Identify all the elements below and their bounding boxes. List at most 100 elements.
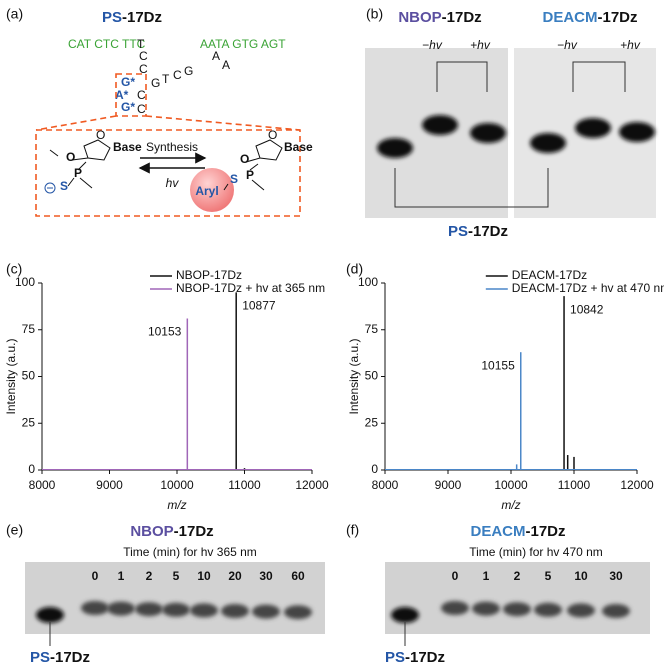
x-tick-label: 8000 bbox=[372, 478, 399, 492]
x-axis-label: m/z bbox=[167, 498, 186, 512]
gel-band bbox=[472, 601, 500, 616]
lane-label: 10 bbox=[197, 569, 211, 583]
title-prefix: NBOP bbox=[130, 523, 173, 540]
peak-label: 10153 bbox=[148, 325, 182, 339]
legend-entry: DEACM-17Dz + hv at 470 nm bbox=[512, 281, 664, 295]
x-tick-label: 10000 bbox=[494, 478, 528, 492]
lane-label: +hv bbox=[620, 38, 641, 52]
atom: P bbox=[74, 166, 82, 180]
gel-band bbox=[135, 602, 163, 617]
title-prefix: DEACM bbox=[470, 523, 525, 540]
base-letter: C bbox=[173, 68, 182, 82]
gel-band bbox=[530, 133, 566, 153]
base-letter: C bbox=[139, 49, 148, 63]
panel-label: (b) bbox=[366, 6, 383, 22]
panel-title: DEACM-17Dz bbox=[542, 9, 637, 26]
title-prefix: DEACM bbox=[542, 9, 597, 26]
x-tick-label: 9000 bbox=[96, 478, 123, 492]
y-tick-label: 75 bbox=[365, 322, 379, 336]
y-tick-label: 25 bbox=[365, 415, 379, 429]
sequence: CAT CTC TTC bbox=[68, 37, 146, 51]
base-letter: C bbox=[137, 102, 146, 116]
title-suffix: -17Dz bbox=[50, 649, 90, 666]
spectrum-chart: (d) 0 25 50 75 100 8000 9000 10000 11000 12000 m/z I… bbox=[346, 261, 664, 512]
atom: S bbox=[60, 179, 68, 193]
panel-title: NBOP-17Dz bbox=[130, 523, 213, 540]
gel-band bbox=[575, 118, 611, 138]
panel-label: (a) bbox=[6, 6, 23, 22]
base-letter: G bbox=[184, 64, 193, 78]
x-tick-label: 10000 bbox=[160, 478, 194, 492]
gel-band bbox=[36, 607, 64, 623]
x-tick-label: 12000 bbox=[620, 478, 654, 492]
panel-a: (a) PS-17Dz CAT CTC TTC T AATA GTG AGT C… bbox=[6, 6, 313, 217]
atom: O bbox=[240, 152, 249, 166]
charge bbox=[44, 182, 56, 194]
y-tick-label: 0 bbox=[28, 462, 35, 476]
y-tick-label: 50 bbox=[365, 369, 379, 383]
lane-label: 1 bbox=[118, 569, 125, 583]
zoom-line bbox=[145, 115, 301, 131]
gel-band bbox=[602, 604, 630, 618]
title-prefix: PS bbox=[30, 649, 50, 666]
y-tick-label: 100 bbox=[358, 275, 378, 289]
title-prefix: PS bbox=[102, 9, 122, 26]
x-tick-label: 11000 bbox=[558, 478, 591, 492]
panel-label: (e) bbox=[6, 522, 23, 538]
lane-label: 0 bbox=[92, 569, 99, 583]
reference-label: PS-17Dz bbox=[448, 223, 508, 240]
panel-title: PS-17Dz bbox=[385, 649, 445, 666]
gel-band bbox=[284, 605, 312, 620]
gel-band bbox=[534, 602, 562, 617]
title-prefix: NBOP bbox=[398, 9, 441, 26]
base-letter: C bbox=[137, 88, 146, 102]
title-suffix: -17Dz bbox=[442, 9, 482, 26]
arrow-label: Synthesis bbox=[146, 140, 198, 154]
gel-band bbox=[377, 138, 413, 158]
lane-label: 2 bbox=[514, 569, 521, 583]
panel-label: (f) bbox=[346, 522, 359, 538]
time-caption: Time (min) for hv 365 nm bbox=[123, 545, 257, 559]
base-letter: T bbox=[162, 72, 170, 86]
title-suffix: -17Dz bbox=[405, 649, 445, 666]
sugar-ring bbox=[83, 139, 111, 161]
atom: O bbox=[96, 128, 105, 142]
lane-label: 1 bbox=[483, 569, 490, 583]
label-suffix: -17Dz bbox=[468, 223, 508, 240]
y-axis-label: Intensity (a.u.) bbox=[347, 338, 361, 414]
atom: Base bbox=[113, 140, 142, 154]
title-prefix: PS bbox=[385, 649, 405, 666]
modified-base: A* bbox=[115, 88, 129, 102]
panel-label: (c) bbox=[6, 261, 22, 277]
x-tick-label: 11000 bbox=[228, 478, 261, 492]
lane-label: 5 bbox=[545, 569, 552, 583]
atom: O bbox=[268, 128, 277, 142]
x-tick-label: 8000 bbox=[29, 478, 56, 492]
x-tick-label: 12000 bbox=[295, 478, 329, 492]
gel-band bbox=[252, 604, 280, 619]
bond bbox=[223, 157, 265, 191]
gel-band bbox=[503, 602, 531, 617]
arrow-label: hv bbox=[166, 176, 180, 190]
gel-band bbox=[567, 603, 595, 618]
lane-label: 60 bbox=[291, 569, 305, 583]
legend-entry: DEACM-17Dz bbox=[512, 268, 587, 282]
atom: P bbox=[246, 168, 254, 182]
lane-label: +hv bbox=[470, 38, 491, 52]
title-suffix: -17Dz bbox=[122, 9, 162, 26]
gel-band bbox=[221, 604, 249, 618]
gel-image bbox=[25, 562, 325, 634]
sequence: T bbox=[137, 37, 145, 51]
lane-label: −hv bbox=[557, 38, 578, 52]
gel-image bbox=[385, 562, 650, 634]
atom: S bbox=[230, 172, 238, 186]
spectra: (c) 0 25 50 75 100 8000 9000 10000 11000 12000 m/z I… bbox=[4, 261, 664, 512]
peak-label: 10842 bbox=[570, 302, 604, 316]
highlight-box bbox=[115, 73, 147, 117]
x-tick-label: 9000 bbox=[435, 478, 462, 492]
lane-label: 0 bbox=[452, 569, 459, 583]
